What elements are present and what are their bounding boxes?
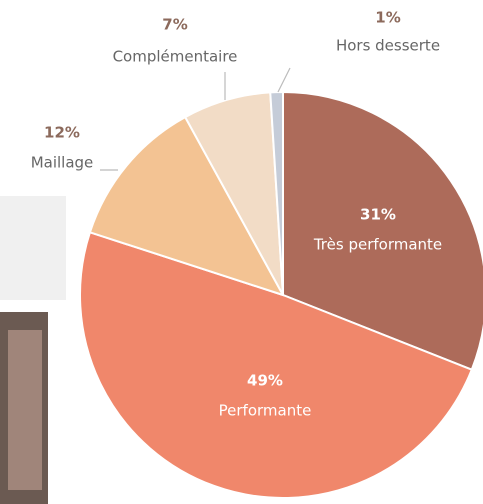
data-label: 1% [375, 9, 400, 27]
category-label: Très performante [313, 236, 442, 254]
background-panel [0, 196, 66, 300]
labels: 31% Très performante 49% Performante 12% Mail… [31, 9, 442, 420]
pie-slice [79, 231, 474, 499]
pie-slice [88, 115, 286, 297]
data-label: 49% [247, 372, 283, 390]
category-label: Hors desserte [336, 37, 440, 55]
category-label: Performante [219, 402, 312, 420]
data-label: 31% [360, 206, 396, 224]
pie [79, 90, 483, 499]
category-label: Maillage [31, 154, 94, 172]
photo-fragment [8, 330, 42, 490]
leader-line [277, 67, 291, 93]
data-label: 7% [162, 16, 187, 34]
data-label: 12% [44, 124, 80, 142]
pie-slice [282, 90, 483, 372]
pie-slice [269, 90, 284, 296]
category-label: Complémentaire [113, 48, 238, 66]
